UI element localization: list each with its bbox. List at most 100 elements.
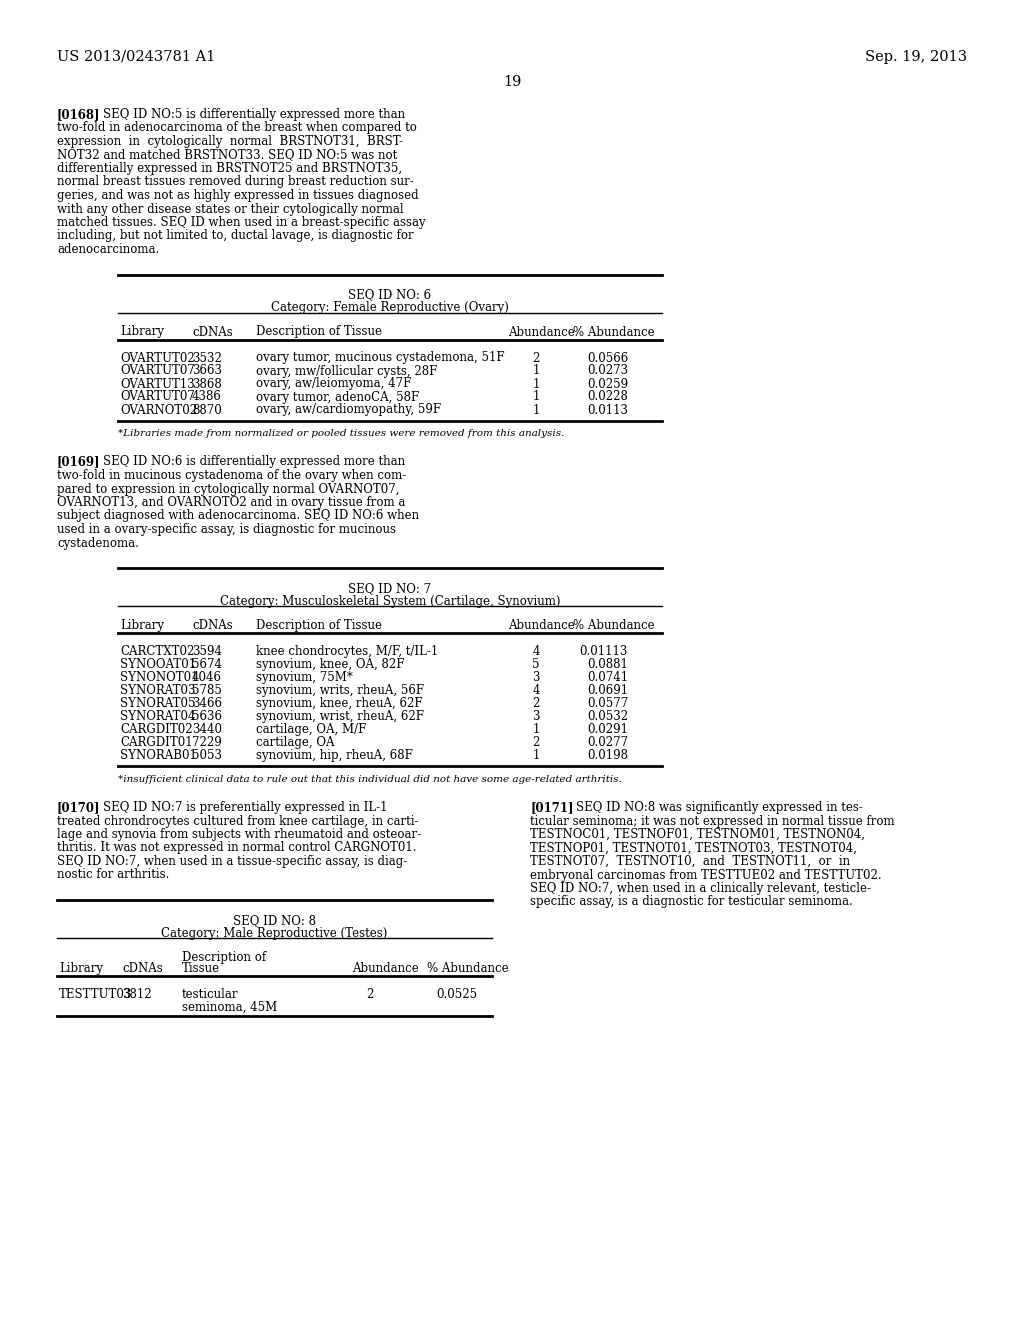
Text: 0.0113: 0.0113 (587, 404, 628, 417)
Text: Abundance: Abundance (352, 962, 419, 975)
Text: 3: 3 (532, 671, 540, 684)
Text: OVARTUT13: OVARTUT13 (120, 378, 195, 391)
Text: cartilage, OA: cartilage, OA (256, 737, 335, 748)
Text: CARGDIT01: CARGDIT01 (120, 737, 193, 748)
Text: NOT32 and matched BRSTNOT33. SEQ ID NO:5 was not: NOT32 and matched BRSTNOT33. SEQ ID NO:5… (57, 149, 397, 161)
Text: 2: 2 (532, 737, 540, 748)
Text: % Abundance: % Abundance (573, 326, 654, 338)
Text: Library: Library (120, 619, 164, 632)
Text: 19: 19 (503, 75, 521, 88)
Text: SEQ ID NO: 8: SEQ ID NO: 8 (233, 913, 316, 927)
Text: used in a ovary-specific assay, is diagnostic for mucinous: used in a ovary-specific assay, is diagn… (57, 523, 396, 536)
Text: Category: Female Reproductive (Ovary): Category: Female Reproductive (Ovary) (271, 301, 509, 314)
Text: TESTNOC01, TESTNOF01, TESTNOM01, TESTNON04,: TESTNOC01, TESTNOF01, TESTNOM01, TESTNON… (530, 828, 865, 841)
Text: Library: Library (120, 326, 164, 338)
Text: 8870: 8870 (193, 404, 222, 417)
Text: % Abundance: % Abundance (427, 962, 509, 975)
Text: Sep. 19, 2013: Sep. 19, 2013 (865, 50, 967, 63)
Text: cDNAs: cDNAs (122, 962, 163, 975)
Text: ovary tumor, adenoCA, 58F: ovary tumor, adenoCA, 58F (256, 391, 419, 404)
Text: SYNOOAT01: SYNOOAT01 (120, 657, 197, 671)
Text: Description of: Description of (182, 950, 266, 964)
Text: TESTTUT03: TESTTUT03 (59, 987, 132, 1001)
Text: SYNORAT04: SYNORAT04 (120, 710, 196, 723)
Text: CARGDIT02: CARGDIT02 (120, 723, 193, 737)
Text: Category: Male Reproductive (Testes): Category: Male Reproductive (Testes) (162, 927, 388, 940)
Text: synovium, 75M*: synovium, 75M* (256, 671, 353, 684)
Text: knee chondrocytes, M/F, t/IL-1: knee chondrocytes, M/F, t/IL-1 (256, 645, 438, 657)
Text: 1: 1 (532, 364, 540, 378)
Text: 1: 1 (532, 404, 540, 417)
Text: adenocarcinoma.: adenocarcinoma. (57, 243, 160, 256)
Text: 1: 1 (532, 378, 540, 391)
Text: Library: Library (59, 962, 103, 975)
Text: OVARTUT07: OVARTUT07 (120, 364, 195, 378)
Text: 0.0691: 0.0691 (587, 684, 628, 697)
Text: SEQ ID NO:7, when used in a clinically relevant, testicle-: SEQ ID NO:7, when used in a clinically r… (530, 882, 871, 895)
Text: OVARNOT02: OVARNOT02 (120, 404, 198, 417)
Text: [0169]: [0169] (57, 455, 100, 469)
Text: expression  in  cytologically  normal  BRSTNOT31,  BRST-: expression in cytologically normal BRSTN… (57, 135, 403, 148)
Text: normal breast tissues removed during breast reduction sur-: normal breast tissues removed during bre… (57, 176, 414, 189)
Text: 0.0198: 0.0198 (587, 748, 628, 762)
Text: OVARNOT13, and OVARNOTO2 and in ovary tissue from a: OVARNOT13, and OVARNOTO2 and in ovary ti… (57, 496, 406, 510)
Text: two-fold in adenocarcinoma of the breast when compared to: two-fold in adenocarcinoma of the breast… (57, 121, 417, 135)
Text: 3466: 3466 (193, 697, 222, 710)
Text: 7229: 7229 (193, 737, 222, 748)
Text: Tissue: Tissue (182, 962, 220, 975)
Text: 3663: 3663 (193, 364, 222, 378)
Text: 5053: 5053 (193, 748, 222, 762)
Text: seminoma, 45M: seminoma, 45M (182, 1001, 278, 1014)
Text: thritis. It was not expressed in normal control CARGNOT01.: thritis. It was not expressed in normal … (57, 842, 417, 854)
Text: SYNORAT05: SYNORAT05 (120, 697, 196, 710)
Text: treated chrondrocytes cultured from knee cartilage, in carti-: treated chrondrocytes cultured from knee… (57, 814, 419, 828)
Text: OVARTUT02: OVARTUT02 (120, 351, 195, 364)
Text: 0.0577: 0.0577 (587, 697, 628, 710)
Text: 3812: 3812 (122, 987, 152, 1001)
Text: 0.0277: 0.0277 (587, 737, 628, 748)
Text: 3: 3 (532, 710, 540, 723)
Text: 3594: 3594 (193, 645, 222, 657)
Text: 0.0259: 0.0259 (587, 378, 628, 391)
Text: 0.0525: 0.0525 (436, 987, 477, 1001)
Text: SEQ ID NO:5 is differentially expressed more than: SEQ ID NO:5 is differentially expressed … (103, 108, 406, 121)
Text: embryonal carcinomas from TESTTUE02 and TESTTUT02.: embryonal carcinomas from TESTTUE02 and … (530, 869, 882, 882)
Text: *Libraries made from normalized or pooled tissues were removed from this analysi: *Libraries made from normalized or poole… (118, 429, 564, 438)
Text: 3532: 3532 (193, 351, 222, 364)
Text: SYNONOT01: SYNONOT01 (120, 671, 199, 684)
Text: SEQ ID NO:8 was significantly expressed in tes-: SEQ ID NO:8 was significantly expressed … (575, 801, 863, 814)
Text: OVARTUT07: OVARTUT07 (120, 391, 195, 404)
Text: testicular: testicular (182, 987, 239, 1001)
Text: ovary, aw/leiomyoma, 47F: ovary, aw/leiomyoma, 47F (256, 378, 412, 391)
Text: 0.0273: 0.0273 (587, 364, 628, 378)
Text: 5: 5 (532, 657, 540, 671)
Text: specific assay, is a diagnostic for testicular seminoma.: specific assay, is a diagnostic for test… (530, 895, 853, 908)
Text: 4: 4 (532, 645, 540, 657)
Text: US 2013/0243781 A1: US 2013/0243781 A1 (57, 50, 215, 63)
Text: TESTNOT07,  TESTNOT10,  and  TESTNOT11,  or  in: TESTNOT07, TESTNOT10, and TESTNOT11, or … (530, 855, 850, 869)
Text: ovary tumor, mucinous cystademona, 51F: ovary tumor, mucinous cystademona, 51F (256, 351, 505, 364)
Text: 4386: 4386 (193, 391, 222, 404)
Text: subject diagnosed with adenocarcinoma. SEQ ID NO:6 when: subject diagnosed with adenocarcinoma. S… (57, 510, 419, 523)
Text: including, but not limited to, ductal lavage, is diagnostic for: including, but not limited to, ductal la… (57, 230, 414, 243)
Text: SEQ ID NO:7, when used in a tissue-specific assay, is diag-: SEQ ID NO:7, when used in a tissue-speci… (57, 855, 408, 869)
Text: 2: 2 (532, 697, 540, 710)
Text: 3868: 3868 (193, 378, 222, 391)
Text: 5785: 5785 (193, 684, 222, 697)
Text: 2: 2 (532, 351, 540, 364)
Text: Description of Tissue: Description of Tissue (256, 619, 382, 632)
Text: *insufficient clinical data to rule out that this individual did not have some a: *insufficient clinical data to rule out … (118, 775, 622, 784)
Text: 0.0532: 0.0532 (587, 710, 628, 723)
Text: SEQ ID NO: 7: SEQ ID NO: 7 (348, 582, 431, 595)
Text: cDNAs: cDNAs (193, 326, 232, 338)
Text: 5674: 5674 (193, 657, 222, 671)
Text: synovium, writs, rheuA, 56F: synovium, writs, rheuA, 56F (256, 684, 424, 697)
Text: Category: Musculoskeletal System (Cartilage, Synovium): Category: Musculoskeletal System (Cartil… (220, 595, 560, 609)
Text: 0.0881: 0.0881 (587, 657, 628, 671)
Text: % Abundance: % Abundance (573, 619, 654, 632)
Text: ticular seminoma; it was not expressed in normal tissue from: ticular seminoma; it was not expressed i… (530, 814, 895, 828)
Text: differentially expressed in BRSTNOT25 and BRSTNOT35,: differentially expressed in BRSTNOT25 an… (57, 162, 402, 176)
Text: Abundance: Abundance (508, 619, 574, 632)
Text: 0.0228: 0.0228 (587, 391, 628, 404)
Text: 4046: 4046 (193, 671, 222, 684)
